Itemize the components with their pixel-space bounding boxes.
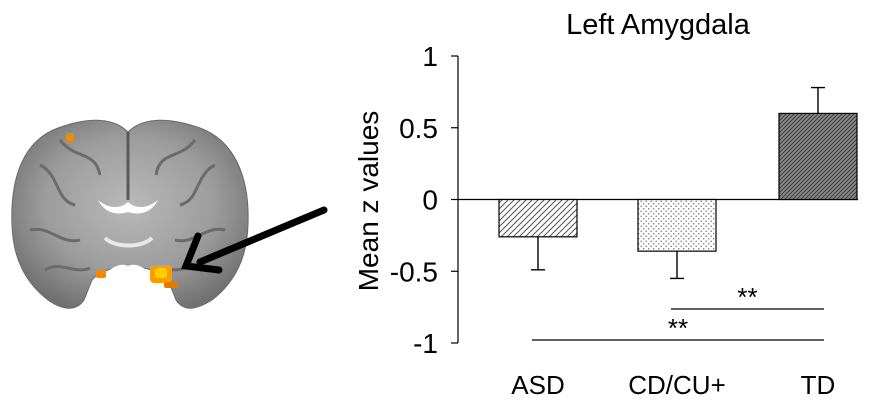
brain-coronal-slice-image — [11, 119, 249, 318]
y-tick-label: 0 — [422, 185, 438, 216]
x-category-label: TD — [801, 370, 836, 400]
significance-brackets: ** ** — [532, 282, 824, 343]
bar-td — [778, 112, 858, 201]
bar-chart: Left Amygdala Mean z values 10.50-0.5-1 … — [353, 9, 858, 400]
bars — [498, 86, 858, 280]
x-axis-categories: ASD CD/CU+ TD — [511, 370, 835, 400]
y-tick-label: -0.5 — [390, 256, 438, 287]
x-category-label: ASD — [511, 370, 564, 400]
x-category-label: CD/CU+ — [628, 370, 726, 400]
pointer-arrow — [181, 206, 328, 274]
chart-title: Left Amygdala — [566, 9, 751, 41]
y-axis-ticks: 1 0.5 0 -0.5 -1 — [390, 41, 458, 359]
y-axis-label: Mean z values — [353, 111, 384, 292]
y-tick-label: 0.5 — [399, 113, 438, 144]
y-tick-label: 1 — [422, 41, 438, 72]
y-tick-label: -1 — [413, 328, 438, 359]
bar-cd-cu- — [637, 198, 717, 252]
bar-asd — [498, 198, 578, 238]
significance-marker: ** — [737, 282, 757, 312]
significance-marker: ** — [668, 313, 688, 343]
